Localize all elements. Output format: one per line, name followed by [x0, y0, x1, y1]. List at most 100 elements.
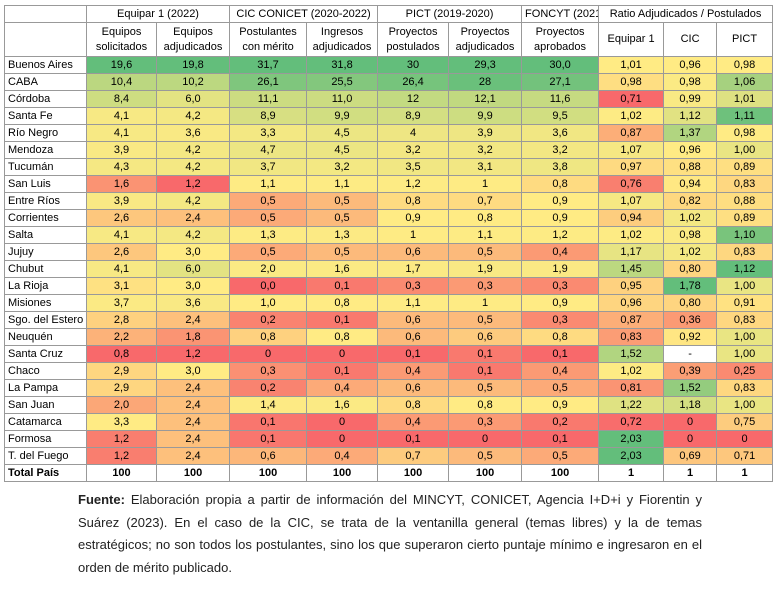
cell: 1,02	[598, 362, 665, 380]
cell: 3,5	[377, 158, 450, 176]
cell: 0,6	[229, 447, 308, 465]
row-label: Salta	[4, 226, 87, 244]
cell: 1,37	[663, 124, 718, 142]
cell: 100	[448, 464, 523, 482]
cell: 0,4	[306, 379, 379, 397]
row-label: Neuquén	[4, 328, 87, 346]
row-label: Río Negro	[4, 124, 87, 142]
table-row: Santa Fe 4,1 4,2 8,9 9,9 8,9 9,9 9,5 1,02 1,12 1,1…	[4, 107, 774, 125]
cell: 0,9	[521, 294, 600, 312]
cell: 3,7	[86, 294, 157, 312]
cell: 0,96	[663, 141, 718, 159]
cell: 0,8	[521, 175, 600, 193]
cell: 3,6	[155, 124, 231, 142]
cell: 19,8	[155, 56, 231, 74]
cell: 0,87	[598, 311, 665, 329]
cell: 0,3	[448, 277, 523, 295]
cell: 29,3	[448, 56, 523, 74]
cell: 0,88	[716, 192, 774, 210]
table-row: Corrientes 2,6 2,4 0,5 0,5 0,9 0,8 0,9 0,94 1,02 0…	[4, 209, 774, 227]
table-row: Jujuy 2,6 3,0 0,5 0,5 0,6 0,5 0,4 1,17 1,02 0,83	[4, 243, 774, 261]
cell: 3,6	[521, 124, 600, 142]
cell: 0,5	[229, 243, 308, 261]
cell: 0,75	[716, 413, 774, 431]
cell: 0,1	[521, 345, 600, 363]
cell: 11,1	[229, 90, 308, 108]
cell: 0,8	[229, 328, 308, 346]
cell: 2,0	[86, 396, 157, 414]
cell: 10,2	[155, 73, 231, 91]
cell: 9,9	[306, 107, 379, 125]
row-label: San Luis	[4, 175, 87, 193]
table-row: Chaco 2,9 3,0 0,3 0,1 0,4 0,1 0,4 1,02 0,39 0,25	[4, 362, 774, 380]
cell: 0,7	[448, 192, 523, 210]
cell: 1,6	[306, 396, 379, 414]
cell: 2,0	[229, 260, 308, 278]
cell: 0,5	[229, 192, 308, 210]
cell: 2,8	[86, 311, 157, 329]
table-row: Río Negro 4,1 3,6 3,3 4,5 4 3,9 3,6 0,87 1,37 0,98	[4, 124, 774, 142]
table-row: Catamarca 3,3 2,4 0,1 0 0,4 0,3 0,2 0,72 0 0,75	[4, 413, 774, 431]
cell: 1,6	[86, 175, 157, 193]
cell: 0,97	[598, 158, 665, 176]
table-row: Salta 4,1 4,2 1,3 1,3 1 1,1 1,2 1,02 0,98 1,10	[4, 226, 774, 244]
column-header: Ingresos adjudicados	[306, 22, 379, 57]
header-row: Equipos solicitados Equipos adjudicados Po…	[4, 22, 774, 57]
cell: 31,8	[306, 56, 379, 74]
footnote-text: Elaboración propia a partir de informaci…	[78, 492, 702, 575]
cell: 3,3	[86, 413, 157, 431]
row-label: La Pampa	[4, 379, 87, 397]
group-header: Equipar 1 (2022)	[85, 5, 231, 23]
cell: 1,00	[716, 328, 774, 346]
table-row: Chubut 4,1 6,0 2,0 1,6 1,7 1,9 1,9 1,45 0,80 1,12	[4, 260, 774, 278]
cell: 0,8	[448, 396, 523, 414]
cell: 2,4	[155, 311, 231, 329]
cell: 3,0	[155, 277, 231, 295]
cell: 1,1	[448, 226, 523, 244]
cell: 1,07	[598, 141, 665, 159]
cell: 4,1	[86, 124, 157, 142]
group-header: CIC CONICET (2020-2022)	[229, 5, 379, 23]
cell: 1	[598, 464, 665, 482]
cell: 4,2	[155, 226, 231, 244]
cell: 1,02	[598, 226, 665, 244]
cell: 1,02	[598, 107, 665, 125]
cell: 2,03	[598, 430, 665, 448]
cell: 0,89	[716, 158, 774, 176]
cell: 19,6	[86, 56, 157, 74]
cell: 31,7	[229, 56, 308, 74]
cell: 10,4	[86, 73, 157, 91]
table-row: Misiones 3,7 3,6 1,0 0,8 1,1 1 0,9 0,96 0,80 0,91	[4, 294, 774, 312]
cell: 3,2	[377, 141, 450, 159]
cell: 0,0	[229, 277, 308, 295]
cell: 0,83	[716, 311, 774, 329]
cell: 1,00	[716, 141, 774, 159]
cell: 0,80	[663, 260, 718, 278]
cell: 0,4	[306, 447, 379, 465]
cell: 2,4	[155, 430, 231, 448]
cell: 0,80	[663, 294, 718, 312]
column-header: Proyectos postulados	[377, 22, 450, 57]
cell: 0,5	[306, 243, 379, 261]
cell: 3,2	[306, 158, 379, 176]
cell: 0,83	[716, 175, 774, 193]
cell: 11,0	[306, 90, 379, 108]
cell: 1,78	[663, 277, 718, 295]
cell: 1,17	[598, 243, 665, 261]
cell: 0,83	[716, 243, 774, 261]
cell: 100	[306, 464, 379, 482]
row-label: Catamarca	[4, 413, 87, 431]
row-label: Buenos Aires	[4, 56, 87, 74]
cell: 0,72	[598, 413, 665, 431]
cell: 3,8	[521, 158, 600, 176]
cell: 1,22	[598, 396, 665, 414]
cell: 4,2	[155, 158, 231, 176]
row-label: Santa Fe	[4, 107, 87, 125]
cell: 4,2	[155, 107, 231, 125]
cell: 4,1	[86, 260, 157, 278]
cell: 0,3	[448, 413, 523, 431]
cell: 9,5	[521, 107, 600, 125]
cell: 0,5	[229, 209, 308, 227]
cell: 0,4	[521, 243, 600, 261]
table-row: Tucumán 4,3 4,2 3,7 3,2 3,5 3,1 3,8 0,97 0,88 0,89	[4, 158, 774, 176]
